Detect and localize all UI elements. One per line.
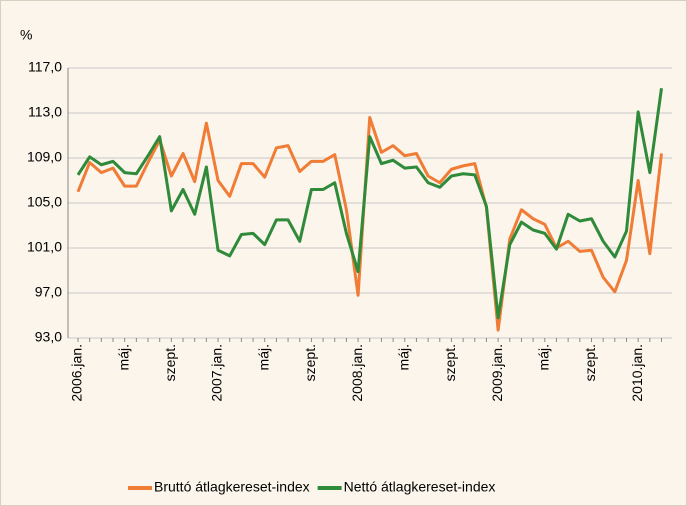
x-tick-label: máj. xyxy=(115,344,131,370)
x-tick-label: máj. xyxy=(255,344,271,370)
y-tick-label: 109,0 xyxy=(27,149,62,165)
y-axis-label: % xyxy=(20,27,32,43)
x-tick-label: szept. xyxy=(162,344,178,381)
x-tick-label: szept. xyxy=(302,344,318,381)
legend-label: Nettó átlagkereset-index xyxy=(344,479,496,495)
x-tick-label: szept. xyxy=(442,344,458,381)
x-tick-label: 2008.jan. xyxy=(349,344,365,402)
y-tick-label: 101,0 xyxy=(27,239,62,255)
legend-label: Bruttó átlagkereset-index xyxy=(154,479,310,495)
x-tick-label: máj. xyxy=(395,344,411,370)
y-tick-label: 93,0 xyxy=(35,329,62,345)
y-tick-label: 105,0 xyxy=(27,194,62,210)
x-tick-label: 2010.jan. xyxy=(629,344,645,402)
series-line xyxy=(76,88,663,320)
y-tick-label: 117,0 xyxy=(28,59,62,75)
x-tick-label: 2007.jan. xyxy=(209,344,225,402)
x-tick-label: szept. xyxy=(582,344,598,381)
x-tick-label: 2006.jan. xyxy=(69,344,85,402)
series-line xyxy=(76,116,663,332)
y-tick-label: 113,0 xyxy=(28,104,62,120)
y-tick-label: 97,0 xyxy=(35,284,62,300)
x-tick-label: máj. xyxy=(536,344,552,370)
x-tick-label: 2009.jan. xyxy=(489,344,505,402)
